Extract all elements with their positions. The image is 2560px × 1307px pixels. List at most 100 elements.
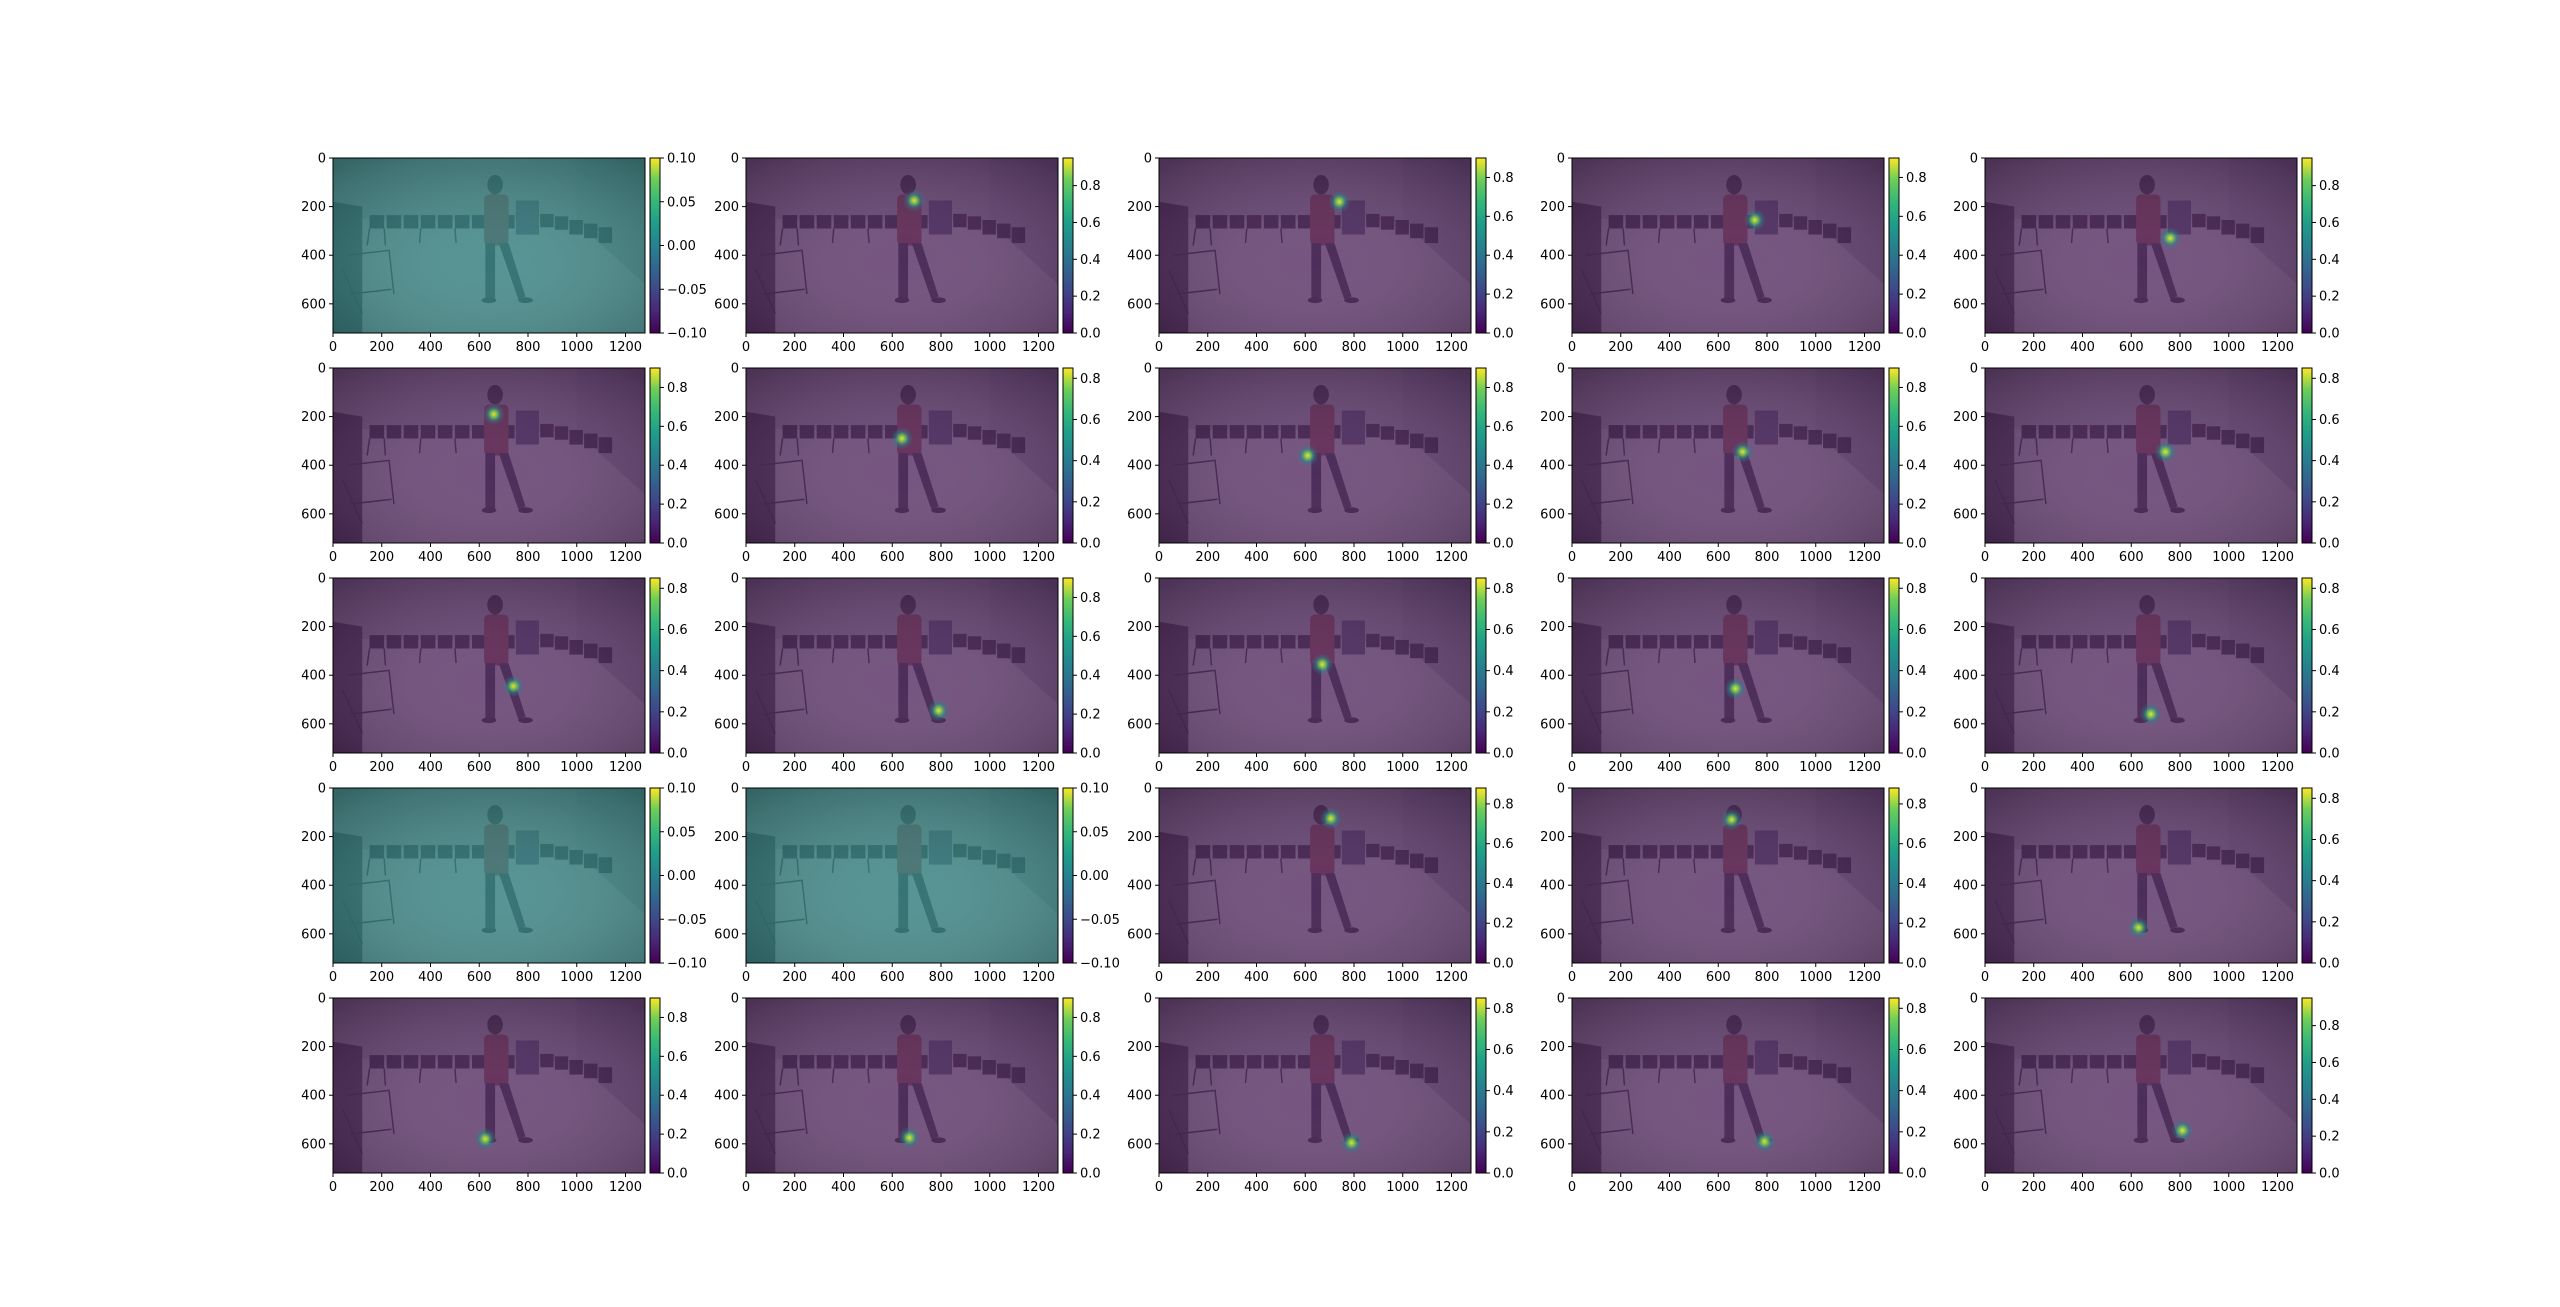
x-tick-label: 600 — [2119, 550, 2144, 565]
y-tick-label: 400 — [714, 1089, 739, 1104]
heatmap-peak — [891, 427, 913, 450]
x-tick-label: 600 — [1293, 760, 1318, 775]
x-tick-label: 1000 — [1386, 970, 1419, 985]
axes-frame — [1158, 997, 1472, 1174]
x-tick-label: 1000 — [1386, 1180, 1419, 1195]
colorbar-tick-label: −0.05 — [667, 913, 707, 928]
colorbar-tick-label: 0.8 — [1493, 797, 1514, 812]
colorbar-tick-label: 0.2 — [2319, 1130, 2340, 1145]
heatmap-shading — [746, 788, 1058, 963]
heatmap-shading — [1159, 998, 1471, 1173]
x-tick-label: 600 — [1706, 760, 1731, 775]
colorbar-tick-label: 0.4 — [1493, 1084, 1514, 1099]
colorbar-tick-label: 0.4 — [1080, 1089, 1101, 1104]
heatmap-shading — [333, 788, 645, 963]
x-tick-label: 400 — [418, 550, 443, 565]
colorbar-tick-label: 0.6 — [2319, 413, 2340, 428]
colorbar-tick-label: 0.2 — [1906, 705, 1927, 720]
y-tick-label: 200 — [301, 620, 326, 635]
axes-frame — [1984, 367, 2298, 544]
x-tick-label: 1200 — [1022, 760, 1055, 775]
colorbar — [1475, 157, 1487, 334]
y-tick-label: 400 — [1540, 1089, 1565, 1104]
colorbar-tick-label: 0.0 — [1906, 747, 1927, 762]
y-tick-label: 0 — [1144, 152, 1152, 167]
x-tick-label: 0 — [1568, 1180, 1576, 1195]
colorbar-tick-label: 0.4 — [1906, 459, 1927, 474]
x-tick-label: 0 — [329, 970, 337, 985]
x-tick-label: 1000 — [1386, 760, 1419, 775]
subplot-7: 0 200 400 600 800 1000 1200 0 200 400 600 0.8 0.6 0.4… — [1127, 362, 1514, 566]
colorbar — [649, 997, 661, 1174]
colorbar-tick-label: 0.0 — [1080, 1167, 1101, 1182]
axes-frame — [745, 157, 1059, 334]
colorbar-tick-label: 0.8 — [1906, 171, 1927, 186]
x-tick-label: 200 — [369, 340, 394, 355]
colorbar-tick-label: 0.8 — [1493, 582, 1514, 597]
colorbar-tick-label: 0.6 — [2319, 1056, 2340, 1071]
x-tick-label: 600 — [1293, 1180, 1318, 1195]
colorbar — [2301, 997, 2313, 1174]
y-tick-label: 600 — [1540, 1137, 1565, 1152]
x-tick-label: 200 — [1608, 550, 1633, 565]
y-tick-label: 400 — [301, 1089, 326, 1104]
heatmap-peak — [1724, 677, 1747, 700]
colorbar-tick-label: 0.8 — [2319, 792, 2340, 807]
colorbar — [2301, 157, 2313, 334]
x-tick-label: 200 — [2021, 550, 2046, 565]
y-tick-label: 200 — [301, 200, 326, 215]
axes-frame — [745, 997, 1059, 1174]
heatmap-shading — [746, 998, 1058, 1173]
heatmap-shading — [746, 158, 1058, 333]
colorbar-tick-label: 0.4 — [1906, 249, 1927, 264]
x-tick-label: 0 — [1981, 970, 1989, 985]
x-tick-label: 200 — [1608, 340, 1633, 355]
x-tick-label: 600 — [1293, 550, 1318, 565]
y-tick-label: 200 — [714, 200, 739, 215]
y-tick-label: 400 — [1953, 459, 1978, 474]
x-tick-label: 0 — [329, 550, 337, 565]
colorbar — [1888, 157, 1900, 334]
x-tick-label: 1200 — [1435, 550, 1468, 565]
y-tick-label: 600 — [1127, 297, 1152, 312]
heatmap-peak — [927, 699, 950, 722]
colorbar-tick-label: 0.2 — [1493, 1125, 1514, 1140]
y-tick-label: 400 — [301, 669, 326, 684]
x-tick-label: 200 — [782, 970, 807, 985]
subplot-grid: 0 200 400 600 800 1000 1200 0 200 400 600 0.10 0.05 0… — [301, 152, 2340, 1196]
colorbar-tick-label: 0.8 — [1080, 372, 1101, 387]
x-tick-label: 200 — [1195, 1180, 1220, 1195]
x-tick-label: 1200 — [1848, 1180, 1881, 1195]
x-tick-label: 0 — [1155, 760, 1163, 775]
heatmap-shading — [333, 158, 645, 333]
x-tick-label: 0 — [742, 1180, 750, 1195]
colorbar-tick-label: 0.0 — [2319, 327, 2340, 342]
colorbar-tick-label: 0.10 — [667, 152, 696, 167]
heatmap-peak — [1328, 190, 1351, 213]
x-tick-label: 600 — [2119, 970, 2144, 985]
heatmap-shading — [746, 368, 1058, 543]
axes-frame — [1158, 367, 1472, 544]
x-tick-label: 400 — [1244, 760, 1269, 775]
colorbar-tick-label: 0.2 — [1080, 708, 1101, 723]
x-tick-label: 800 — [2168, 760, 2193, 775]
x-tick-label: 800 — [1342, 970, 1367, 985]
colorbar-tick-label: 0.0 — [1906, 1167, 1927, 1182]
y-tick-label: 200 — [714, 1040, 739, 1055]
heatmap-shading — [1985, 578, 2297, 753]
colorbar-tick-label: 0.2 — [2319, 705, 2340, 720]
x-tick-label: 200 — [782, 340, 807, 355]
axes-frame — [1984, 997, 2298, 1174]
axes-frame — [332, 997, 646, 1174]
y-tick-label: 600 — [714, 927, 739, 942]
x-tick-label: 0 — [1568, 550, 1576, 565]
x-tick-label: 0 — [1155, 340, 1163, 355]
colorbar-tick-label: 0.6 — [667, 623, 688, 638]
subplot-2: 0 200 400 600 800 1000 1200 0 200 400 600 0.8 0.6 0.4… — [1127, 152, 1514, 356]
colorbar-tick-label: 0.0 — [1080, 747, 1101, 762]
subplot-15: 0 200 400 600 800 1000 1200 0 200 400 600 0.10 0.05 0… — [301, 782, 707, 986]
x-tick-label: 400 — [1657, 970, 1682, 985]
y-tick-label: 400 — [714, 249, 739, 264]
colorbar-tick-label: 0.4 — [667, 1089, 688, 1104]
x-tick-label: 0 — [742, 550, 750, 565]
